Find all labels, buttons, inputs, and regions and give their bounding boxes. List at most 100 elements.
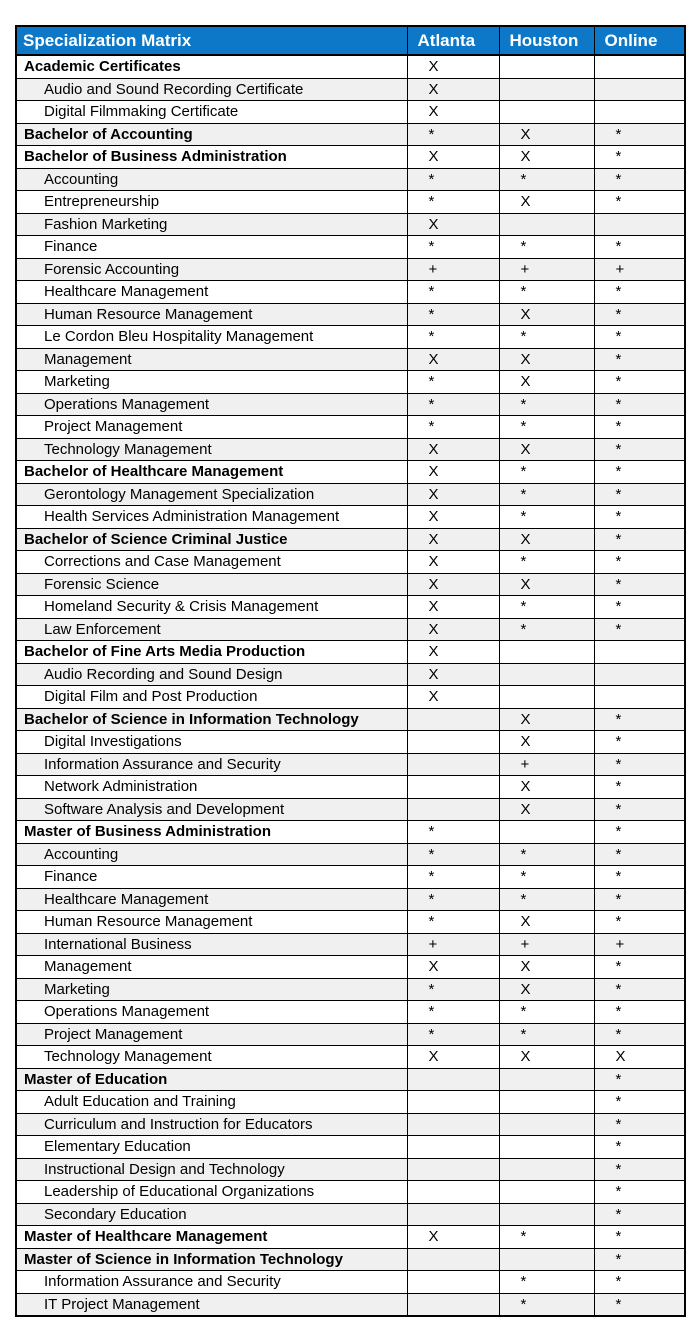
availability-cell-atlanta: X: [406, 54, 500, 79]
availability-cell-online: *: [593, 1112, 686, 1136]
page-title: Specialization Matrix: [15, 25, 408, 56]
availability-cell-atlanta: +: [406, 257, 500, 281]
availability-cell-online: +: [593, 932, 686, 956]
availability-cell-houston: *: [498, 1270, 595, 1294]
availability-cell-atlanta: *: [406, 392, 500, 416]
availability-cell-online: *: [593, 572, 686, 596]
availability-cell-atlanta: X: [406, 77, 500, 101]
availability-cell-atlanta: *: [406, 370, 500, 394]
program-label: Bachelor of Healthcare Management: [15, 460, 408, 484]
availability-cell-atlanta: X: [406, 505, 500, 529]
availability-cell-online: *: [593, 145, 686, 169]
availability-cell-houston: X: [498, 955, 595, 979]
matrix-header: Specialization Matrix Atlanta Houston On…: [15, 25, 686, 56]
availability-cell-online: *: [593, 595, 686, 619]
specialization-row: Finance * * *: [15, 235, 686, 259]
specialization-label: Accounting: [15, 842, 408, 866]
specialization-label: Finance: [15, 235, 408, 259]
specialization-row: Le Cordon Bleu Hospitality Management * * *: [15, 325, 686, 349]
availability-cell-online: *: [593, 527, 686, 551]
program-label: Master of Science in Information Technol…: [15, 1247, 408, 1271]
program-label: Master of Education: [15, 1067, 408, 1091]
specialization-label: Gerontology Management Specialization: [15, 482, 408, 506]
specialization-row: Technology Management X X *: [15, 437, 686, 461]
availability-cell-atlanta: [406, 752, 500, 776]
availability-cell-houston: X: [498, 977, 595, 1001]
specialization-row: Digital Investigations X *: [15, 730, 686, 754]
availability-cell-houston: [498, 54, 595, 79]
specialization-label: Project Management: [15, 415, 408, 439]
specialization-row: Leadership of Educational Organizations *: [15, 1180, 686, 1204]
availability-cell-online: *: [593, 505, 686, 529]
availability-cell-houston: [498, 820, 595, 844]
availability-cell-online: *: [593, 797, 686, 821]
specialization-row: Health Services Administration Managemen…: [15, 505, 686, 529]
specialization-label: Le Cordon Bleu Hospitality Management: [15, 325, 408, 349]
availability-cell-atlanta: X: [406, 595, 500, 619]
specialization-row: Project Management * * *: [15, 1022, 686, 1046]
availability-cell-online: *: [593, 1247, 686, 1271]
availability-cell-houston: [498, 1247, 595, 1271]
availability-cell-atlanta: *: [406, 302, 500, 326]
program-label: Master of Healthcare Management: [15, 1225, 408, 1249]
specialization-row: Software Analysis and Development X *: [15, 797, 686, 821]
specialization-row: Marketing * X *: [15, 977, 686, 1001]
specialization-row: Curriculum and Instruction for Educators…: [15, 1112, 686, 1136]
availability-cell-houston: [498, 1202, 595, 1226]
availability-cell-online: *: [593, 550, 686, 574]
availability-cell-atlanta: X: [406, 955, 500, 979]
availability-cell-atlanta: *: [406, 190, 500, 214]
availability-cell-houston: X: [498, 347, 595, 371]
availability-cell-online: *: [593, 1180, 686, 1204]
specialization-label: Information Assurance and Security: [15, 1270, 408, 1294]
availability-cell-houston: *: [498, 280, 595, 304]
availability-cell-atlanta: [406, 1247, 500, 1271]
header-row: Specialization Matrix Atlanta Houston On…: [15, 25, 686, 56]
availability-cell-online: +: [593, 257, 686, 281]
specialization-label: Marketing: [15, 977, 408, 1001]
specialization-label: Management: [15, 347, 408, 371]
program-row: Bachelor of Business Administration X X *: [15, 145, 686, 169]
availability-cell-houston: [498, 685, 595, 709]
availability-cell-online: *: [593, 775, 686, 799]
availability-cell-atlanta: *: [406, 122, 500, 146]
availability-cell-houston: *: [498, 460, 595, 484]
availability-cell-houston: X: [498, 190, 595, 214]
availability-cell-online: *: [593, 302, 686, 326]
availability-cell-houston: *: [498, 865, 595, 889]
specialization-row: Forensic Science X X *: [15, 572, 686, 596]
availability-cell-atlanta: [406, 1180, 500, 1204]
specialization-row: Corrections and Case Management X * *: [15, 550, 686, 574]
availability-cell-houston: [498, 1157, 595, 1181]
availability-cell-houston: X: [498, 910, 595, 934]
availability-cell-atlanta: *: [406, 1022, 500, 1046]
availability-cell-atlanta: X: [406, 1225, 500, 1249]
availability-cell-atlanta: X: [406, 347, 500, 371]
specialization-row: Marketing * X *: [15, 370, 686, 394]
availability-cell-houston: *: [498, 505, 595, 529]
header-col-atlanta: Atlanta: [406, 25, 500, 56]
availability-cell-atlanta: *: [406, 977, 500, 1001]
program-row: Bachelor of Fine Arts Media Production X: [15, 640, 686, 664]
availability-cell-online: *: [593, 752, 686, 776]
specialization-label: Forensic Accounting: [15, 257, 408, 281]
specialization-row: Project Management * * *: [15, 415, 686, 439]
availability-cell-atlanta: X: [406, 437, 500, 461]
availability-cell-atlanta: [406, 730, 500, 754]
availability-cell-online: *: [593, 370, 686, 394]
availability-cell-online: [593, 212, 686, 236]
matrix-body: Academic Certificates X Audio and Sound Re…: [15, 54, 686, 1317]
availability-cell-atlanta: *: [406, 235, 500, 259]
availability-cell-atlanta: *: [406, 167, 500, 191]
availability-cell-online: *: [593, 865, 686, 889]
specialization-row: Accounting * * *: [15, 842, 686, 866]
availability-cell-atlanta: +: [406, 932, 500, 956]
program-label: Bachelor of Accounting: [15, 122, 408, 146]
availability-cell-atlanta: *: [406, 1000, 500, 1024]
specialization-row: Healthcare Management * * *: [15, 280, 686, 304]
availability-cell-online: *: [593, 392, 686, 416]
specialization-row: Secondary Education *: [15, 1202, 686, 1226]
availability-cell-houston: X: [498, 730, 595, 754]
specialization-label: Project Management: [15, 1022, 408, 1046]
availability-cell-atlanta: *: [406, 842, 500, 866]
